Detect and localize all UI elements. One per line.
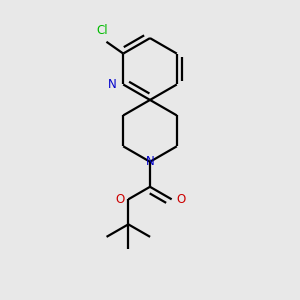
Text: N: N [108,78,117,91]
Text: O: O [115,193,124,206]
Text: Cl: Cl [96,24,108,38]
Text: N: N [146,155,154,168]
Text: O: O [176,193,185,206]
